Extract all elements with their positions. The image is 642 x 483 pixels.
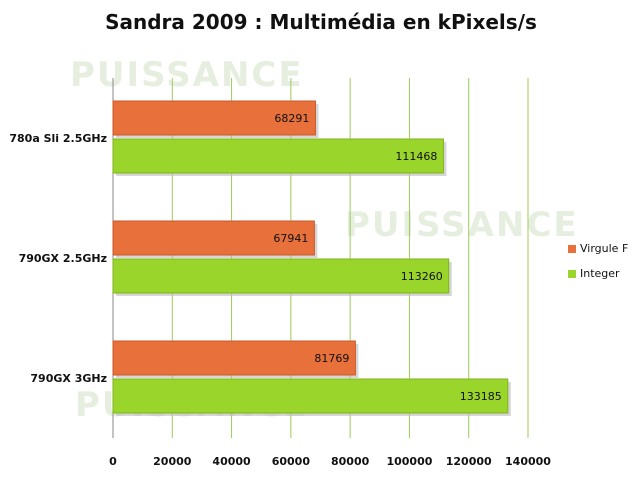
data-label: 67941: [273, 232, 308, 245]
data-label: 111468: [395, 150, 437, 163]
bar-integer: [112, 378, 509, 414]
bar-integer: [112, 258, 450, 294]
legend-swatch: [568, 244, 576, 253]
bar-virgule: [112, 340, 356, 376]
bar-virgule: [112, 100, 316, 136]
watermark: PUISSANCE: [345, 205, 579, 245]
x-tick-label: 0: [109, 455, 117, 468]
legend-label: Virgule F: [580, 242, 629, 255]
x-tick-label: 120000: [446, 455, 492, 468]
x-tick-label: 140000: [505, 455, 551, 468]
x-tick-label: 100000: [386, 455, 432, 468]
bar-integer: [112, 138, 444, 174]
data-label: 68291: [274, 112, 309, 125]
watermark: PUISSANCE: [70, 55, 304, 95]
data-label: 133185: [460, 390, 502, 403]
data-label: 81769: [314, 352, 349, 365]
legend-swatch: [568, 269, 576, 278]
x-tick-label: 40000: [212, 455, 251, 468]
legend-item-virgule: Virgule F: [568, 242, 628, 255]
legend-item-integer: Integer: [568, 267, 620, 280]
x-tick-label: 60000: [272, 455, 311, 468]
x-tick-label: 20000: [153, 455, 192, 468]
chart-title: Sandra 2009 : Multimédia en kPixels/s: [105, 10, 537, 34]
category-label: 780a Sli 2.5GHz: [9, 132, 107, 145]
data-label: 113260: [401, 270, 443, 283]
legend-label: Integer: [580, 267, 620, 280]
category-label: 790GX 3GHz: [30, 372, 107, 385]
category-label: 790GX 2.5GHz: [19, 252, 107, 265]
x-tick-label: 80000: [331, 455, 370, 468]
bar-virgule: [112, 220, 315, 256]
